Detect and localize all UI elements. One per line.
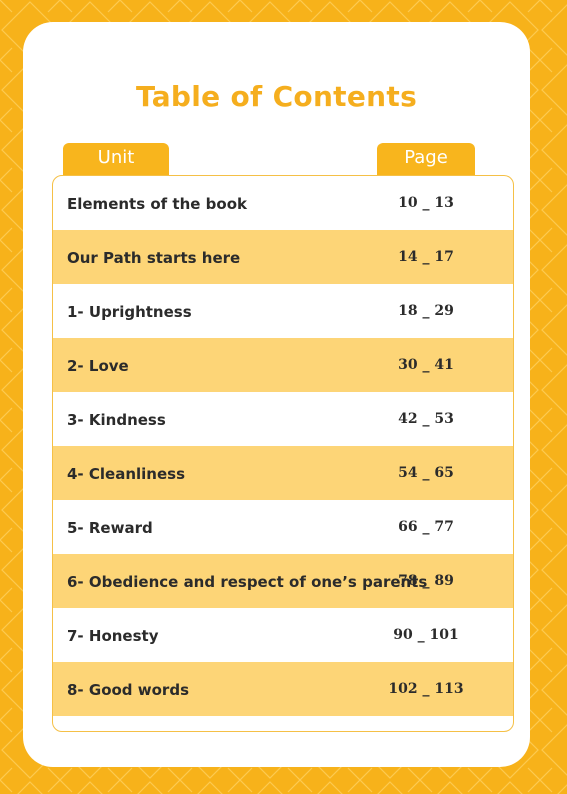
unit-name: 7- Honesty xyxy=(67,627,159,645)
page-range: 102 _ 113 xyxy=(388,681,464,697)
page-range: 42 _ 53 xyxy=(398,411,454,427)
page-range: 90 _ 101 xyxy=(393,627,459,643)
table-row: 1- Uprightness 18 _ 29 xyxy=(53,284,513,338)
table-row: 4- Cleanliness 54 _ 65 xyxy=(53,446,513,500)
page-range: 18 _ 29 xyxy=(398,303,454,319)
page-column-header: Page xyxy=(377,143,475,176)
unit-name: 4- Cleanliness xyxy=(67,465,186,483)
unit-name: 1- Uprightness xyxy=(67,303,192,321)
page-range: 30 _ 41 xyxy=(398,357,454,373)
unit-column-header: Unit xyxy=(63,143,169,176)
unit-name: 5- Reward xyxy=(67,519,153,537)
unit-name: 3- Kindness xyxy=(67,411,166,429)
page-range: 66 _ 77 xyxy=(398,519,454,535)
page-title: Table of Contents xyxy=(135,80,418,113)
page-range: 10 _ 13 xyxy=(398,195,454,211)
table-row: 6- Obedience and respect of one’s parent… xyxy=(53,554,513,608)
unit-name: 8- Good words xyxy=(67,681,189,699)
table-row: 5- Reward 66 _ 77 xyxy=(53,500,513,554)
table-row: Our Path starts here 14 _ 17 xyxy=(53,230,513,284)
table-row: 7- Honesty 90 _ 101 xyxy=(53,608,513,662)
page-range: 54 _ 65 xyxy=(398,465,454,481)
unit-name: Elements of the book xyxy=(67,195,247,213)
unit-name: 2- Love xyxy=(67,357,129,375)
page-range: 14 _ 17 xyxy=(398,249,454,265)
table-row: 2- Love 30 _ 41 xyxy=(53,338,513,392)
unit-name: 6- Obedience and respect of one’s parent… xyxy=(67,573,428,591)
table-row: 8- Good words 102 _ 113 xyxy=(53,662,513,716)
table-row: 3- Kindness 42 _ 53 xyxy=(53,392,513,446)
page-range: 78 _ 89 xyxy=(398,573,454,589)
contents-table: Elements of the book 10 _ 13 Our Path st… xyxy=(52,175,514,732)
unit-name: Our Path starts here xyxy=(67,249,241,267)
table-row: Elements of the book 10 _ 13 xyxy=(53,176,513,230)
